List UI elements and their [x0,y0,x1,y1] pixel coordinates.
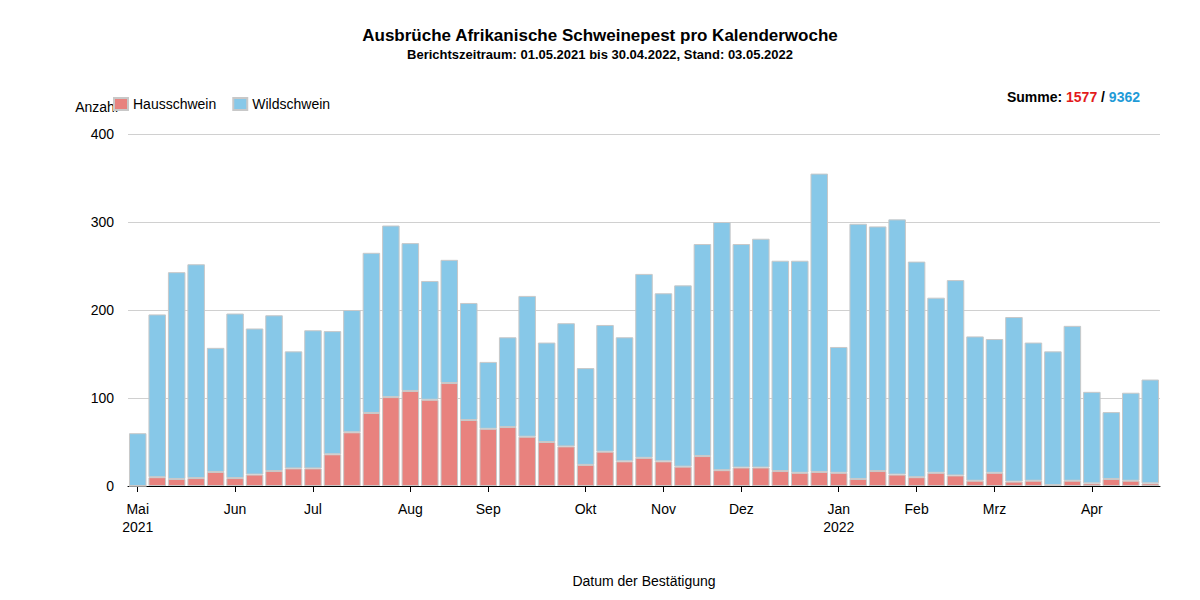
svg-text:Berichtszeitraum: 01.05.2021 b: Berichtszeitraum: 01.05.2021 bis 30.04.2… [407,47,793,62]
svg-text:Anzahl: Anzahl [75,99,118,115]
svg-text:Wildschwein: Wildschwein [252,96,330,112]
svg-text:2022: 2022 [823,519,854,535]
svg-text:Aug: Aug [398,501,423,517]
svg-text:Mai: Mai [126,501,149,517]
svg-text:Jun: Jun [224,501,247,517]
svg-text:300: 300 [91,214,115,230]
svg-text:Ausbrüche Afrikanische Schwein: Ausbrüche Afrikanische Schweinepest pro … [362,26,838,45]
svg-text:Feb: Feb [905,501,929,517]
svg-text:Sep: Sep [476,501,501,517]
svg-text:Hausschwein: Hausschwein [133,96,216,112]
svg-text:/: / [1097,89,1109,105]
svg-text:2021: 2021 [122,519,153,535]
svg-text:Jan: Jan [827,501,850,517]
svg-text:400: 400 [91,126,115,142]
svg-text:Okt: Okt [575,501,597,517]
svg-text:200: 200 [91,302,115,318]
svg-text:Nov: Nov [651,501,676,517]
svg-text:Apr: Apr [1081,501,1103,517]
svg-text:Mrz: Mrz [983,501,1006,517]
svg-text:0: 0 [106,478,114,494]
svg-text:Jul: Jul [304,501,322,517]
svg-text:100: 100 [91,390,115,406]
svg-text:Summe:: Summe: [1007,89,1066,105]
svg-text:9362: 9362 [1109,89,1140,105]
svg-text:Dez: Dez [729,501,754,517]
svg-text:Datum der Bestätigung: Datum der Bestätigung [572,573,715,589]
svg-text:1577: 1577 [1066,89,1097,105]
